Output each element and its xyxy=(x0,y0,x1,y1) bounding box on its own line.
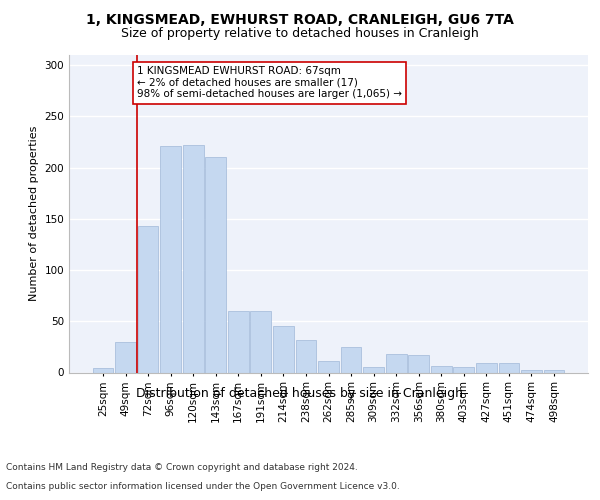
Bar xyxy=(183,145,203,372)
Bar xyxy=(228,311,248,372)
Bar xyxy=(115,342,136,372)
Bar xyxy=(341,347,361,372)
Bar xyxy=(476,364,497,372)
Bar xyxy=(318,361,339,372)
Bar xyxy=(160,146,181,372)
Bar xyxy=(92,368,113,372)
Bar xyxy=(273,326,294,372)
Bar xyxy=(250,311,271,372)
Bar xyxy=(409,355,429,372)
Text: 1, KINGSMEAD, EWHURST ROAD, CRANLEIGH, GU6 7TA: 1, KINGSMEAD, EWHURST ROAD, CRANLEIGH, G… xyxy=(86,12,514,26)
Text: Size of property relative to detached houses in Cranleigh: Size of property relative to detached ho… xyxy=(121,28,479,40)
Bar xyxy=(386,354,407,372)
Bar xyxy=(521,370,542,372)
Y-axis label: Number of detached properties: Number of detached properties xyxy=(29,126,39,302)
Bar xyxy=(137,226,158,372)
Text: Contains public sector information licensed under the Open Government Licence v3: Contains public sector information licen… xyxy=(6,482,400,491)
Bar xyxy=(454,368,474,372)
Bar xyxy=(205,158,226,372)
Bar xyxy=(296,340,316,372)
Bar xyxy=(431,366,452,372)
Text: Distribution of detached houses by size in Cranleigh: Distribution of detached houses by size … xyxy=(137,388,464,400)
Bar xyxy=(499,364,520,372)
Bar xyxy=(363,368,384,372)
Bar xyxy=(544,370,565,372)
Text: 1 KINGSMEAD EWHURST ROAD: 67sqm
← 2% of detached houses are smaller (17)
98% of : 1 KINGSMEAD EWHURST ROAD: 67sqm ← 2% of … xyxy=(137,66,402,100)
Text: Contains HM Land Registry data © Crown copyright and database right 2024.: Contains HM Land Registry data © Crown c… xyxy=(6,464,358,472)
